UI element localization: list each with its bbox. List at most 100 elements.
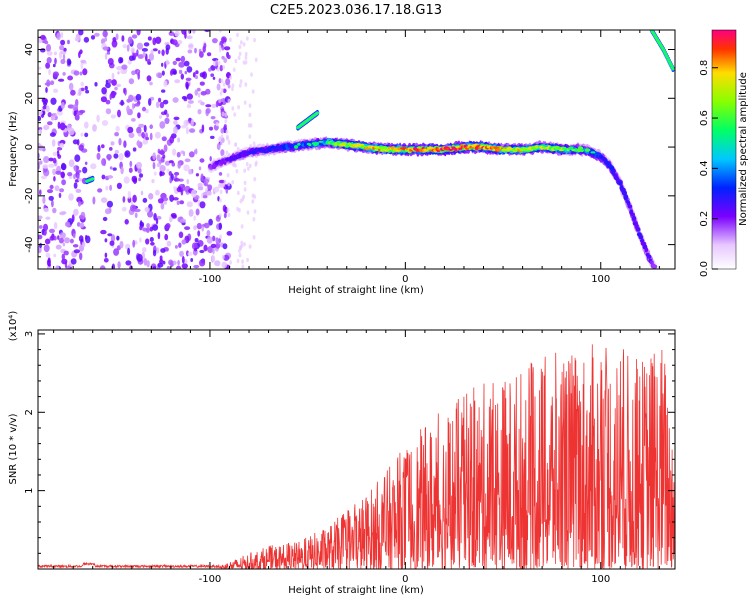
- noise-speckle: [195, 208, 200, 216]
- noise-speckle: [220, 128, 225, 134]
- noise-speckle: [246, 257, 250, 263]
- noise-speckle: [161, 89, 166, 93]
- noise-speckle: [118, 153, 124, 161]
- noise-speckle: [211, 103, 217, 109]
- noise-speckle: [248, 163, 252, 168]
- noise-speckle: [77, 200, 82, 207]
- noise-speckle: [76, 174, 80, 180]
- noise-speckle: [107, 157, 111, 161]
- noise-speckle: [184, 158, 191, 163]
- noise-speckle: [132, 52, 139, 57]
- x-tick-label: 0: [402, 274, 408, 285]
- noise-speckle: [105, 79, 109, 85]
- noise-speckle: [209, 126, 213, 131]
- noise-speckle: [120, 99, 124, 106]
- noise-speckle: [233, 112, 237, 117]
- noise-speckle: [178, 242, 182, 248]
- noise-speckle: [80, 59, 87, 64]
- noise-speckle: [200, 91, 207, 96]
- noise-speckle: [178, 231, 184, 239]
- noise-speckle: [45, 62, 50, 69]
- noise-speckle: [39, 129, 42, 135]
- noise-speckle: [251, 193, 255, 198]
- noise-speckle: [105, 185, 109, 191]
- noise-speckle: [128, 132, 135, 138]
- noise-speckle: [200, 173, 204, 182]
- noise-speckle: [176, 265, 182, 269]
- noise-speckle: [212, 38, 218, 44]
- noise-speckle: [123, 176, 130, 184]
- noise-speckle: [229, 75, 233, 80]
- feature-mark: [667, 60, 671, 63]
- noise-speckle: [201, 124, 205, 133]
- noise-speckle: [174, 245, 178, 249]
- noise-speckle: [229, 37, 232, 42]
- noise-speckle: [172, 148, 177, 156]
- noise-speckle: [46, 57, 52, 64]
- noise-speckle: [202, 71, 207, 80]
- noise-speckle: [177, 259, 180, 266]
- noise-speckle: [148, 53, 155, 61]
- noise-speckle: [221, 254, 225, 260]
- noise-speckle: [139, 237, 142, 243]
- noise-speckle: [109, 147, 113, 151]
- noise-speckle: [157, 262, 164, 268]
- noise-speckle: [158, 115, 163, 119]
- noise-speckle: [219, 189, 223, 194]
- noise-speckle: [73, 182, 78, 189]
- noise-speckle: [215, 59, 219, 67]
- noise-speckle: [38, 160, 43, 165]
- noise-speckle: [153, 213, 157, 221]
- noise-speckle: [192, 30, 196, 34]
- x-tick-label: 100: [591, 574, 610, 585]
- noise-speckle: [44, 238, 51, 245]
- spectrogram-marks: [38, 30, 675, 269]
- noise-speckle: [221, 111, 225, 117]
- noise-speckle: [210, 65, 216, 71]
- noise-speckle: [48, 195, 54, 201]
- noise-speckle: [131, 102, 135, 110]
- noise-speckle: [187, 251, 193, 256]
- noise-speckle: [54, 57, 57, 65]
- noise-speckle: [58, 78, 65, 82]
- noise-speckle: [240, 224, 244, 229]
- noise-speckle: [92, 196, 96, 205]
- noise-speckle: [129, 160, 133, 167]
- feature-mark: [671, 68, 675, 70]
- noise-speckle: [200, 101, 205, 106]
- noise-speckle: [97, 188, 103, 193]
- noise-speckle: [125, 260, 132, 266]
- noise-speckle: [100, 96, 107, 103]
- colorbar-label: Normalized spectral amplitude: [738, 72, 749, 226]
- noise-speckle: [203, 244, 208, 252]
- feature-mark: [315, 111, 320, 114]
- noise-speckle: [122, 196, 126, 203]
- noise-speckle: [107, 233, 113, 237]
- y-tick-label: -40: [24, 236, 35, 252]
- noise-speckle: [102, 216, 108, 222]
- noise-speckle: [136, 42, 143, 50]
- noise-speckle: [169, 70, 174, 76]
- noise-speckle: [134, 103, 140, 107]
- snr-ticks: -100 0 100 1 2 3: [24, 330, 675, 585]
- noise-speckle: [246, 210, 250, 215]
- ridge-mark: [373, 145, 378, 149]
- noise-speckle: [199, 201, 206, 209]
- noise-speckle: [223, 46, 231, 51]
- noise-speckle: [225, 78, 231, 86]
- noise-speckle: [68, 60, 72, 65]
- noise-speckle: [136, 126, 142, 134]
- noise-speckle: [213, 186, 220, 193]
- noise-speckle: [244, 51, 248, 57]
- noise-speckle: [196, 222, 202, 230]
- noise-speckle: [48, 69, 51, 76]
- ridge-mark: [631, 215, 637, 221]
- noise-speckle: [53, 88, 59, 94]
- noise-speckle: [38, 234, 43, 240]
- noise-speckle: [156, 162, 161, 168]
- noise-speckle: [226, 183, 232, 190]
- noise-speckle: [236, 258, 240, 264]
- noise-speckle: [119, 240, 124, 249]
- noise-speckle: [207, 184, 213, 191]
- noise-speckle: [73, 110, 77, 117]
